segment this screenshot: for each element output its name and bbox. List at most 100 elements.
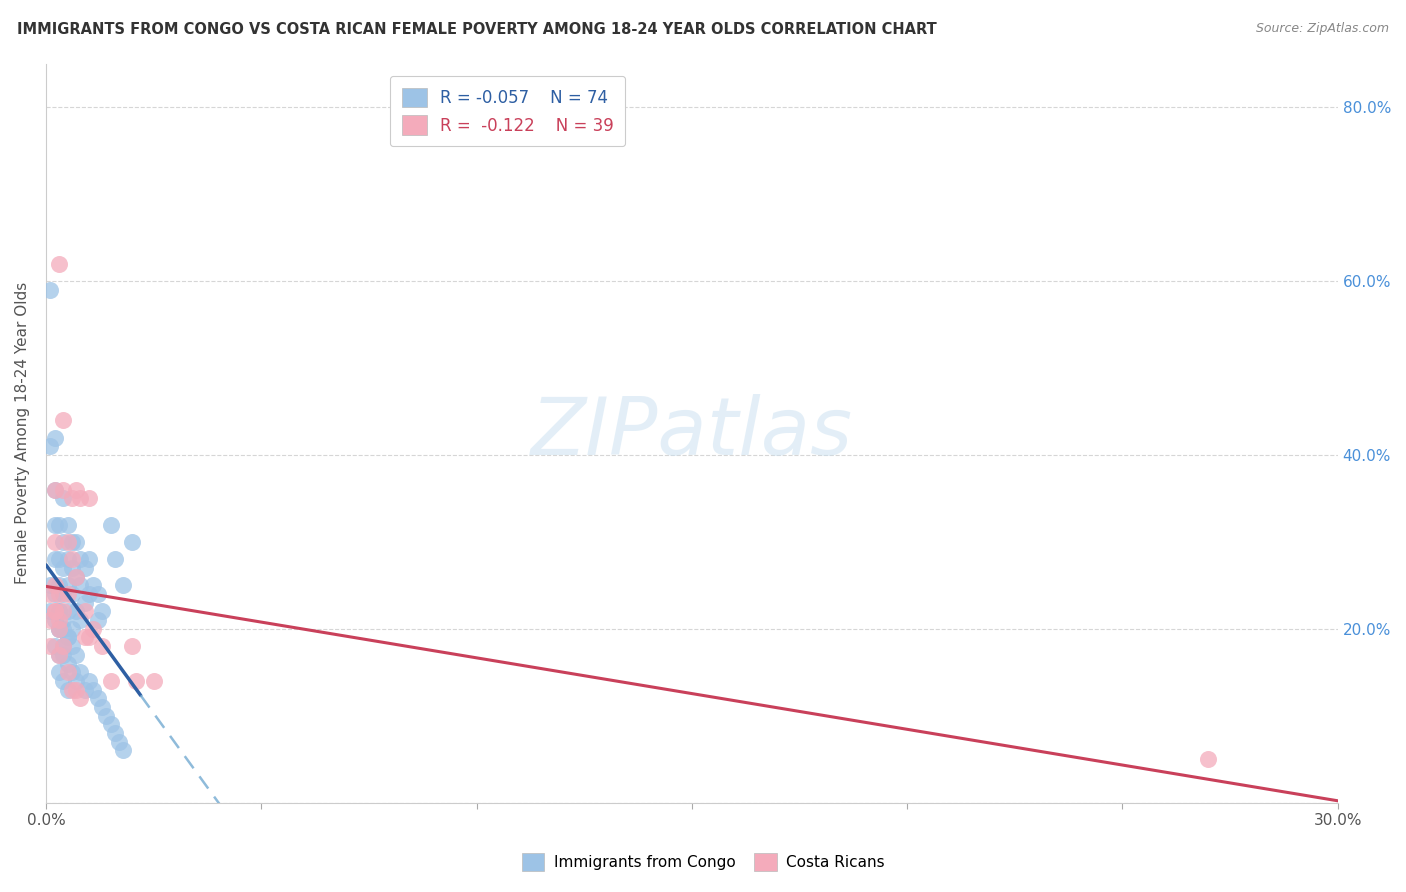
Text: ZIPatlas: ZIPatlas <box>530 394 853 472</box>
Point <box>52 604 75 618</box>
Point <box>52 622 75 636</box>
Point <box>39 439 62 453</box>
Point <box>39 578 62 592</box>
Point <box>52 648 75 662</box>
Point <box>60 665 83 680</box>
Point <box>121 534 143 549</box>
Point <box>65 682 87 697</box>
Point <box>48 613 70 627</box>
Point <box>69 691 91 706</box>
Point <box>52 534 75 549</box>
Point <box>56 534 79 549</box>
Point <box>48 517 70 532</box>
Point <box>1198 752 1220 766</box>
Point <box>48 622 70 636</box>
Point <box>52 587 75 601</box>
Point <box>108 735 131 749</box>
Point <box>82 578 104 592</box>
Point <box>48 665 70 680</box>
Point <box>104 552 127 566</box>
Point <box>77 631 100 645</box>
Point <box>56 682 79 697</box>
Point <box>82 682 104 697</box>
Text: IMMIGRANTS FROM CONGO VS COSTA RICAN FEMALE POVERTY AMONG 18-24 YEAR OLDS CORREL: IMMIGRANTS FROM CONGO VS COSTA RICAN FEM… <box>17 22 936 37</box>
Point <box>48 648 70 662</box>
Point <box>44 639 66 653</box>
Point <box>44 517 66 532</box>
Point <box>52 413 75 427</box>
Point <box>48 648 70 662</box>
Point <box>52 639 75 653</box>
Point <box>73 561 96 575</box>
Point <box>77 587 100 601</box>
Point <box>69 665 91 680</box>
Point <box>56 517 79 532</box>
Point <box>48 552 70 566</box>
Point <box>56 552 79 566</box>
Point <box>77 552 100 566</box>
Point <box>44 534 66 549</box>
Point <box>86 691 108 706</box>
Point <box>121 639 143 653</box>
Point <box>56 578 79 592</box>
Y-axis label: Female Poverty Among 18-24 Year Olds: Female Poverty Among 18-24 Year Olds <box>15 282 30 584</box>
Legend: Immigrants from Congo, Costa Ricans: Immigrants from Congo, Costa Ricans <box>516 847 890 877</box>
Point <box>73 596 96 610</box>
Point <box>56 665 79 680</box>
Point <box>44 604 66 618</box>
Point <box>39 639 62 653</box>
Point <box>39 613 62 627</box>
Point <box>69 578 91 592</box>
Point <box>44 587 66 601</box>
Point <box>69 491 91 506</box>
Point <box>44 483 66 497</box>
Point <box>100 517 122 532</box>
Point <box>60 552 83 566</box>
Point <box>104 726 127 740</box>
Point <box>39 604 62 618</box>
Point <box>56 657 79 671</box>
Point <box>65 604 87 618</box>
Point <box>60 561 83 575</box>
Point <box>65 648 87 662</box>
Point <box>65 483 87 497</box>
Point <box>39 587 62 601</box>
Legend: R = -0.057    N = 74, R =  -0.122    N = 39: R = -0.057 N = 74, R = -0.122 N = 39 <box>389 76 626 146</box>
Point <box>73 682 96 697</box>
Point <box>52 613 75 627</box>
Point <box>56 604 79 618</box>
Point <box>60 534 83 549</box>
Point <box>91 700 114 714</box>
Point <box>44 431 66 445</box>
Point <box>48 622 70 636</box>
Point <box>100 673 122 688</box>
Point <box>73 604 96 618</box>
Point <box>91 639 114 653</box>
Point <box>44 578 66 592</box>
Point <box>65 673 87 688</box>
Point <box>56 631 79 645</box>
Point <box>73 631 96 645</box>
Point <box>125 673 148 688</box>
Point <box>48 578 70 592</box>
Point <box>82 622 104 636</box>
Point <box>56 631 79 645</box>
Point <box>69 552 91 566</box>
Point <box>48 604 70 618</box>
Point <box>86 613 108 627</box>
Point <box>77 673 100 688</box>
Point <box>69 613 91 627</box>
Point <box>100 717 122 731</box>
Point <box>52 491 75 506</box>
Point <box>142 673 165 688</box>
Point <box>44 483 66 497</box>
Point <box>48 622 70 636</box>
Point <box>86 587 108 601</box>
Point <box>44 613 66 627</box>
Point <box>60 682 83 697</box>
Point <box>65 569 87 583</box>
Point <box>65 569 87 583</box>
Point <box>60 491 83 506</box>
Point <box>60 587 83 601</box>
Point <box>60 622 83 636</box>
